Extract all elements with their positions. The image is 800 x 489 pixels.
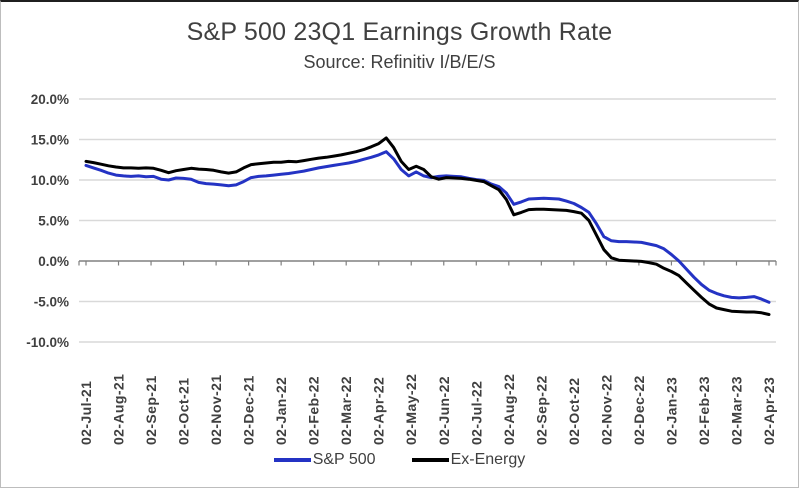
x-tick-label: 02-Jan-22 bbox=[273, 377, 289, 445]
legend-item-ex-energy: Ex-Energy bbox=[411, 451, 526, 469]
y-tick-label: -5.0% bbox=[34, 295, 69, 310]
x-tick-label: 02-Nov-21 bbox=[208, 374, 224, 445]
chart-subtitle: Source: Refinitiv I/B/E/S bbox=[303, 52, 496, 72]
x-tick-label: 02-Sep-22 bbox=[533, 375, 549, 445]
legend-label-sp500: S&P 500 bbox=[312, 451, 376, 468]
legend-label-ex-energy: Ex-Energy bbox=[450, 451, 526, 468]
chart-title: S&P 500 23Q1 Earnings Growth Rate bbox=[186, 18, 613, 46]
x-tick-label: 02-Dec-21 bbox=[241, 375, 257, 445]
x-tick-label: 02-Mar-22 bbox=[338, 376, 354, 445]
x-tick-label: 02-Jul-21 bbox=[78, 381, 94, 445]
x-tick-label: 02-Dec-22 bbox=[631, 375, 647, 445]
x-tick-label: 02-Feb-23 bbox=[696, 376, 712, 445]
x-tick-label: 02-Feb-22 bbox=[306, 376, 322, 445]
x-tick-label: 02-Jan-23 bbox=[663, 377, 679, 445]
x-tick-label: 02-Mar-23 bbox=[728, 376, 744, 445]
x-tick-label: 02-Sep-21 bbox=[143, 375, 159, 445]
y-tick-label: 20.0% bbox=[31, 92, 69, 107]
y-tick-label: -10.0% bbox=[26, 335, 69, 350]
y-tick-label: 5.0% bbox=[38, 214, 69, 229]
series-line-ex-energy bbox=[84, 136, 771, 316]
x-tick-label: 02-Apr-23 bbox=[761, 377, 777, 445]
x-tick-label: 02-May-22 bbox=[403, 374, 419, 445]
legend-item-sp500: S&P 500 bbox=[273, 451, 376, 469]
x-tick-label: 02-Oct-21 bbox=[176, 378, 192, 445]
x-tick-label: 02-Oct-22 bbox=[566, 378, 582, 445]
x-tick-label: 02-Jul-22 bbox=[468, 381, 484, 445]
y-tick-label: 15.0% bbox=[31, 133, 69, 148]
x-tick-label: 02-Apr-22 bbox=[371, 377, 387, 445]
x-tick-label: 02-Aug-21 bbox=[111, 374, 127, 445]
legend-swatch-ex-energy bbox=[411, 458, 449, 462]
legend-swatch-sp500 bbox=[273, 458, 311, 462]
y-tick-label: 0.0% bbox=[38, 254, 69, 269]
x-tick-label: 02-Jun-22 bbox=[436, 376, 452, 445]
series-line-s-p-500 bbox=[84, 150, 771, 304]
chart-legend: S&P 500 Ex-Energy bbox=[1, 451, 798, 469]
x-tick-label: 02-Aug-22 bbox=[501, 374, 517, 445]
x-tick-label: 02-Nov-22 bbox=[598, 374, 614, 445]
y-tick-label: 10.0% bbox=[31, 173, 69, 188]
